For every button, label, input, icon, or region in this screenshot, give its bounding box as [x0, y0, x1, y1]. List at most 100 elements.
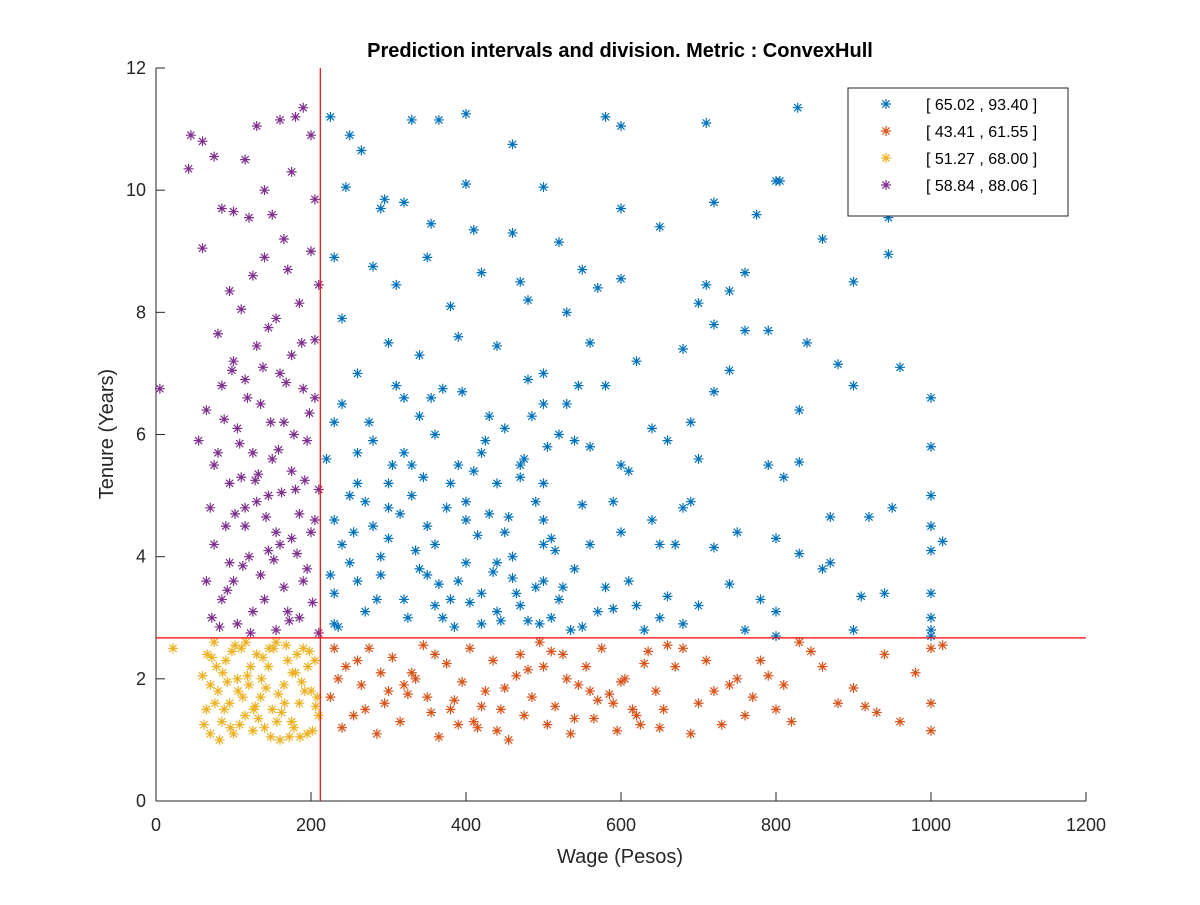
data-point	[647, 515, 657, 526]
data-point	[662, 435, 673, 446]
data-point	[399, 447, 409, 458]
division-lines	[156, 68, 1086, 801]
data-point	[426, 707, 437, 718]
data-point	[747, 692, 758, 703]
data-point	[685, 496, 696, 507]
data-point	[383, 337, 394, 348]
data-point	[476, 701, 487, 712]
data-point	[168, 643, 179, 654]
data-point	[306, 246, 316, 257]
data-point	[261, 682, 272, 693]
data-point	[267, 704, 278, 715]
data-point	[292, 649, 303, 660]
data-point	[546, 533, 557, 544]
data-point	[251, 121, 262, 132]
data-point	[503, 734, 514, 745]
data-point	[205, 728, 216, 739]
data-point	[406, 490, 417, 501]
data-point	[247, 606, 258, 617]
data-point	[299, 475, 310, 486]
data-point	[716, 719, 727, 730]
data-point	[226, 365, 237, 376]
data-point	[337, 539, 347, 550]
data-point	[352, 655, 363, 666]
data-point	[585, 337, 595, 348]
data-point	[592, 282, 603, 293]
data-point	[445, 594, 456, 605]
data-point	[209, 539, 220, 550]
data-point	[344, 130, 355, 141]
data-point	[259, 252, 270, 263]
data-point	[445, 704, 456, 715]
data-point	[250, 475, 261, 486]
data-point	[294, 612, 305, 623]
data-point	[236, 643, 247, 654]
data-point	[476, 267, 487, 278]
data-point	[685, 728, 696, 739]
data-point	[418, 640, 429, 651]
data-point	[565, 728, 576, 739]
data-point	[926, 545, 936, 556]
data-point	[391, 380, 402, 391]
data-point	[538, 182, 549, 193]
data-point	[461, 515, 471, 526]
data-point	[247, 270, 258, 281]
data-point	[206, 652, 217, 663]
data-point	[302, 728, 313, 739]
data-point	[461, 496, 471, 507]
data-point	[879, 649, 890, 660]
data-point	[926, 441, 936, 452]
data-point	[519, 710, 530, 721]
data-point	[654, 722, 665, 733]
data-point	[426, 392, 437, 403]
data-point	[325, 569, 336, 580]
data-point	[232, 618, 243, 629]
data-point	[678, 502, 688, 513]
data-point	[495, 615, 506, 626]
data-point	[515, 276, 526, 287]
plot-points	[154, 102, 948, 745]
data-point	[600, 582, 611, 593]
data-point	[286, 350, 297, 361]
data-point	[530, 582, 541, 593]
data-point	[352, 368, 363, 379]
data-point	[364, 417, 375, 428]
data-point	[740, 710, 750, 721]
data-point	[333, 621, 344, 632]
data-point	[325, 692, 336, 703]
data-point	[309, 334, 320, 345]
data-point	[309, 515, 320, 526]
data-point	[202, 649, 213, 660]
data-point	[268, 554, 279, 565]
data-point	[554, 594, 564, 605]
data-point	[895, 362, 905, 373]
data-point	[387, 652, 398, 663]
data-point	[193, 435, 204, 446]
data-point	[271, 527, 282, 538]
data-point	[856, 591, 867, 602]
data-point	[581, 661, 592, 672]
data-point	[740, 325, 750, 336]
data-point	[468, 466, 479, 477]
data-point	[422, 521, 433, 532]
data-point	[298, 576, 309, 587]
data-point	[352, 576, 363, 587]
data-point	[670, 539, 681, 550]
data-point	[240, 374, 251, 385]
data-point	[185, 130, 196, 141]
data-point	[817, 661, 828, 672]
data-point	[926, 698, 936, 709]
data-point	[410, 545, 421, 556]
data-point	[662, 591, 673, 602]
data-point	[693, 453, 704, 464]
data-point	[724, 365, 735, 376]
data-point	[402, 612, 413, 623]
data-point	[209, 698, 220, 709]
data-point	[457, 386, 468, 397]
data-point	[257, 652, 268, 663]
data-point	[255, 398, 266, 409]
data-point	[399, 594, 409, 605]
data-point	[805, 646, 816, 657]
data-point	[879, 588, 890, 599]
